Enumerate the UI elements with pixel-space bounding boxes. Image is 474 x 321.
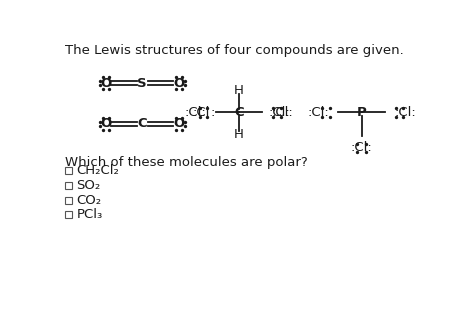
Text: :Cl:: :Cl: [268,106,290,119]
Bar [64,168,72,174]
Text: The Lewis structures of four compounds are given.: The Lewis structures of four compounds a… [64,44,403,57]
Bar [64,212,72,218]
Text: SO₂: SO₂ [76,179,100,192]
Text: C: C [137,117,147,131]
Text: O: O [100,117,111,131]
Text: Which of these molecules are polar?: Which of these molecules are polar? [64,156,308,169]
Text: :Cl:: :Cl: [272,106,293,119]
Text: O: O [173,117,184,131]
Text: S: S [137,77,147,90]
Text: H: H [234,127,244,141]
Text: :Cl:: :Cl: [394,106,416,119]
Text: :: : [210,106,215,119]
Text: O: O [100,77,111,90]
Bar [64,197,72,204]
Text: P: P [356,106,366,119]
Text: :Cl:: :Cl: [307,106,329,119]
Text: PCl₃: PCl₃ [76,208,102,221]
Text: :Cl: :Cl [192,106,210,119]
Text: O: O [173,77,184,90]
Text: :Cl:: :Cl: [185,106,207,119]
Text: :Cl:: :Cl: [351,141,373,154]
Text: CO₂: CO₂ [76,194,101,207]
Text: H: H [234,84,244,97]
Bar [64,182,72,189]
Text: C: C [234,106,244,119]
Text: CH₂Cl₂: CH₂Cl₂ [76,164,119,178]
